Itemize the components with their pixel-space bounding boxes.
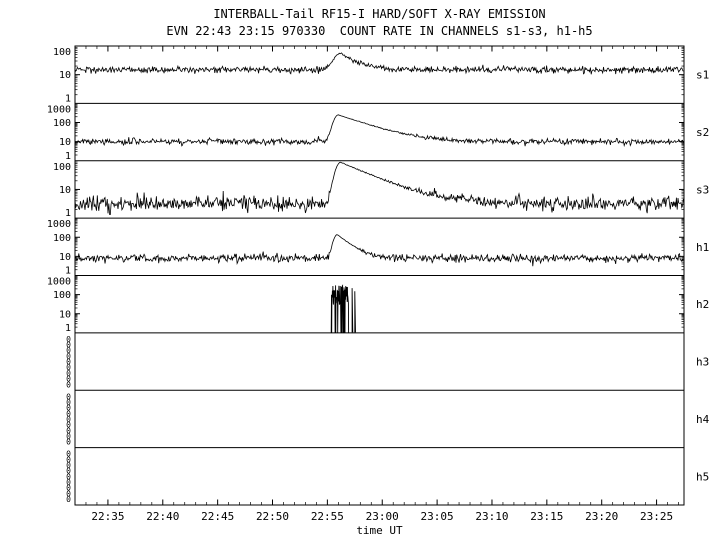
trace-s1 (74, 52, 684, 75)
channel-label: h3 (696, 356, 709, 369)
y-tick-zero-label: 0 (66, 421, 71, 430)
y-tick-zero-label: 0 (66, 472, 71, 481)
y-tick-zero-label: 0 (66, 369, 71, 378)
y-tick-zero-label: 0 (66, 341, 71, 350)
channel-label: s1 (696, 69, 709, 82)
y-tick-zero-label: 0 (66, 398, 71, 407)
channel-label: s2 (696, 126, 709, 139)
y-tick-label: 1 (65, 323, 71, 334)
x-axis-label: time UT (356, 524, 403, 537)
y-tick-zero-label: 0 (66, 404, 71, 413)
x-tick-label: 22:45 (201, 510, 234, 523)
y-tick-label: 10 (59, 252, 71, 263)
y-tick-label: 1 (65, 266, 71, 277)
y-tick-label: 100 (53, 118, 71, 129)
x-tick-label: 23:00 (366, 510, 399, 523)
y-tick-label: 100 (53, 233, 71, 244)
y-tick-zero-label: 0 (66, 461, 71, 470)
x-tick-label: 23:20 (585, 510, 618, 523)
y-tick-label: 10 (59, 137, 71, 148)
channel-label: h4 (696, 413, 710, 426)
y-tick-label: 1 (65, 208, 71, 219)
y-tick-zero-label: 0 (66, 358, 71, 367)
y-tick-zero-label: 0 (66, 409, 71, 418)
y-tick-zero-label: 0 (66, 352, 71, 361)
y-tick-zero-label: 0 (66, 375, 71, 384)
x-tick-label: 22:50 (256, 510, 289, 523)
x-tick-label: 23:25 (640, 510, 673, 523)
chart-title-line1: INTERBALL-Tail RF15-I HARD/SOFT X-RAY EM… (213, 7, 546, 21)
trace-h1 (74, 234, 684, 267)
x-tick-label: 23:05 (421, 510, 454, 523)
chart-title-line2: EVN 22:43 23:15 970330 COUNT RATE IN CHA… (166, 24, 593, 38)
channel-label: h5 (696, 470, 709, 483)
x-tick-label: 22:35 (91, 510, 124, 523)
y-tick-label: 100 (53, 47, 71, 58)
y-tick-zero-label: 0 (66, 346, 71, 355)
y-tick-label: 10 (59, 70, 71, 81)
channel-label: h2 (696, 298, 709, 311)
y-tick-label: 1000 (47, 219, 71, 230)
y-tick-label: 1000 (47, 104, 71, 115)
y-tick-label: 1 (65, 151, 71, 162)
y-tick-label: 10 (59, 185, 71, 196)
x-tick-label: 22:55 (311, 510, 344, 523)
channel-label: h1 (696, 241, 709, 254)
y-tick-label: 100 (53, 290, 71, 301)
y-tick-zero-label: 0 (66, 484, 71, 493)
y-tick-label: 1 (65, 93, 71, 104)
y-tick-zero-label: 0 (66, 426, 71, 435)
trace-s2 (74, 114, 684, 148)
y-tick-zero-label: 0 (66, 495, 71, 504)
y-tick-label: 1000 (47, 277, 71, 288)
y-tick-zero-label: 0 (66, 467, 71, 476)
y-tick-zero-label: 0 (66, 380, 71, 389)
y-tick-zero-label: 0 (66, 450, 71, 459)
y-tick-zero-label: 0 (66, 489, 71, 498)
trace-h2 (330, 284, 356, 334)
y-tick-label: 100 (53, 162, 71, 173)
y-tick-zero-label: 0 (66, 432, 71, 441)
channel-label: s3 (696, 183, 709, 196)
y-tick-zero-label: 0 (66, 478, 71, 487)
y-tick-label: 10 (59, 309, 71, 320)
y-tick-zero-label: 0 (66, 455, 71, 464)
y-tick-zero-label: 0 (66, 438, 71, 447)
x-tick-label: 23:15 (530, 510, 563, 523)
x-tick-label: 23:10 (475, 510, 508, 523)
y-tick-zero-label: 0 (66, 363, 71, 372)
x-tick-label: 22:40 (146, 510, 179, 523)
y-tick-zero-label: 0 (66, 392, 71, 401)
y-tick-zero-label: 0 (66, 415, 71, 424)
y-tick-zero-label: 0 (66, 335, 71, 344)
trace-s3 (74, 161, 684, 216)
